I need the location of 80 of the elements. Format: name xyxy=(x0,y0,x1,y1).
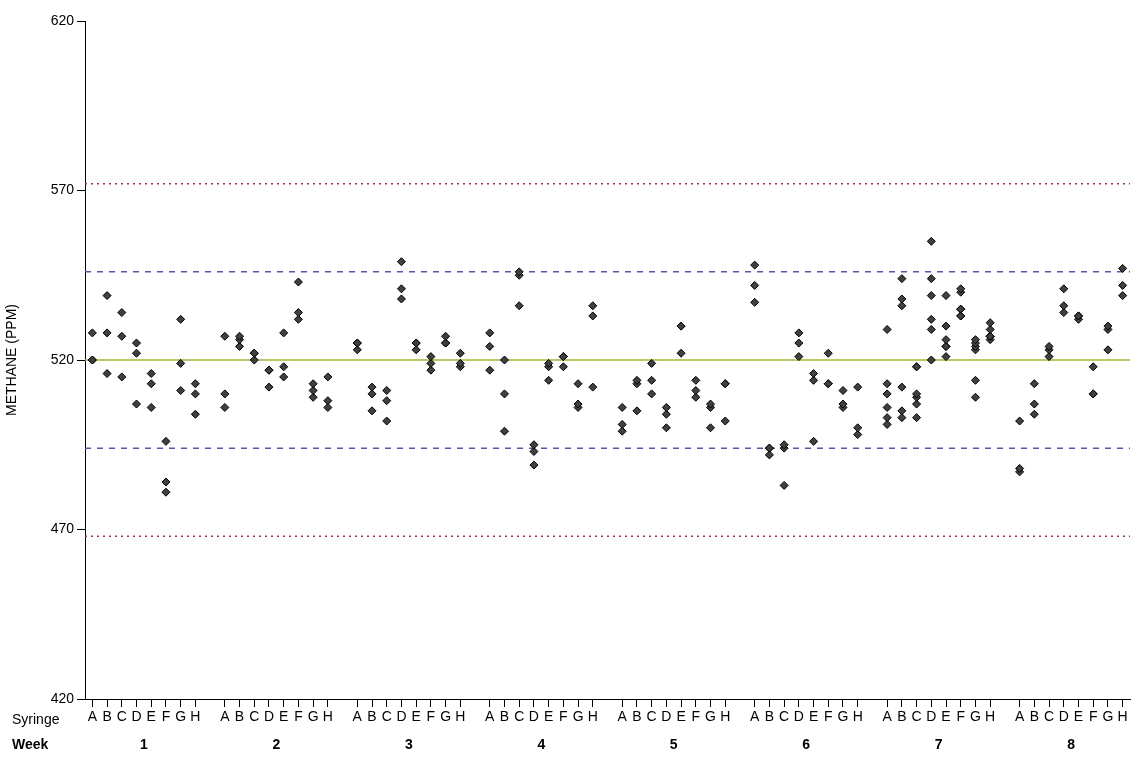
y-axis-title: METHANE (PPM) xyxy=(3,304,20,416)
x-tick-label: G xyxy=(440,708,452,725)
x-tick-label: B xyxy=(764,708,775,725)
x-tick-label: F xyxy=(161,708,171,725)
x-tick-label: C xyxy=(646,708,657,725)
text: 6 xyxy=(802,735,811,752)
text: Week xyxy=(12,735,49,752)
x-tick-label: B xyxy=(632,708,642,725)
y-tick-label: 570 xyxy=(50,181,75,198)
x-tick-label: H xyxy=(1117,708,1128,725)
x-tick-label: H xyxy=(190,708,201,725)
x-tick-label: E xyxy=(808,708,819,725)
x-tick-label: E xyxy=(1073,708,1084,725)
x-tick-label: H xyxy=(985,708,996,725)
x-tick-label: D xyxy=(793,708,804,725)
x-tick-label: C xyxy=(381,708,392,725)
x-tick-label: G xyxy=(705,708,716,725)
x-tick-label: H xyxy=(587,708,598,725)
x-tick-label: B xyxy=(234,708,245,725)
x-tick-label: A xyxy=(485,708,496,725)
x-tick-label: F xyxy=(294,708,303,725)
x-tick-label: F xyxy=(1088,708,1098,725)
x-tick-label: A xyxy=(352,708,363,725)
x-tick-label: B xyxy=(897,708,907,725)
x-tick-label: H xyxy=(322,708,333,725)
x-tick-label: F xyxy=(823,708,833,725)
x-tick-label: H xyxy=(852,708,863,725)
x-tick-label: A xyxy=(882,708,893,725)
x-tick-label: E xyxy=(543,708,554,725)
x-tick-label: A xyxy=(617,708,628,725)
x-tick-label: F xyxy=(426,708,436,725)
x-tick-label: B xyxy=(499,708,510,725)
x-tick-label: D xyxy=(396,708,407,725)
text: 3 xyxy=(404,735,413,752)
text: 7 xyxy=(934,735,943,752)
y-tick-label: 420 xyxy=(50,689,75,706)
x-tick-label: H xyxy=(720,708,731,725)
x-tick-label: C xyxy=(116,708,127,725)
x-tick-label: D xyxy=(926,708,937,725)
x-tick-label: F xyxy=(691,708,701,725)
text: 4 xyxy=(537,735,546,752)
y-tick-label: 620 xyxy=(50,11,75,28)
x-tick-label: E xyxy=(676,708,686,725)
x-tick-label: A xyxy=(1014,708,1025,725)
x-tick-label: C xyxy=(911,708,922,725)
y-tick-label: 470 xyxy=(50,520,75,537)
text: 5 xyxy=(669,735,678,752)
x-tick-label: E xyxy=(146,708,156,725)
text: 2 xyxy=(272,735,281,752)
x-tick-label: G xyxy=(572,708,584,725)
x-tick-label: G xyxy=(837,708,849,725)
x-tick-label: C xyxy=(514,708,525,725)
x-tick-label: C xyxy=(1043,708,1055,725)
x-tick-label: E xyxy=(941,708,951,725)
x-tick-label: A xyxy=(87,708,98,725)
x-tick-label: C xyxy=(249,708,260,725)
x-tick-label: G xyxy=(1102,708,1114,725)
x-tick-label: D xyxy=(131,708,142,725)
x-tick-label: E xyxy=(279,708,289,725)
x-tick-label: G xyxy=(307,708,319,725)
x-tick-label: G xyxy=(970,708,981,725)
text: Syringe xyxy=(12,710,60,727)
x-tick-label: A xyxy=(750,708,761,725)
x-tick-label: D xyxy=(1058,708,1069,725)
x-tick-label: D xyxy=(528,708,539,725)
x-tick-label: E xyxy=(411,708,421,725)
x-tick-label: F xyxy=(956,708,966,725)
x-tick-label: B xyxy=(367,708,377,725)
x-tick-label: F xyxy=(559,708,568,725)
x-tick-label: B xyxy=(1029,708,1039,725)
y-tick-label: 520 xyxy=(50,350,75,367)
x-tick-label: C xyxy=(779,708,790,725)
x-tick-label: D xyxy=(661,708,672,725)
x-tick-label: G xyxy=(175,708,187,725)
x-tick-label: B xyxy=(102,708,112,725)
text: 8 xyxy=(1067,735,1076,752)
x-tick-label: D xyxy=(263,708,275,725)
x-tick-label: H xyxy=(455,708,466,725)
text: 1 xyxy=(139,735,148,752)
x-tick-label: A xyxy=(220,708,231,725)
